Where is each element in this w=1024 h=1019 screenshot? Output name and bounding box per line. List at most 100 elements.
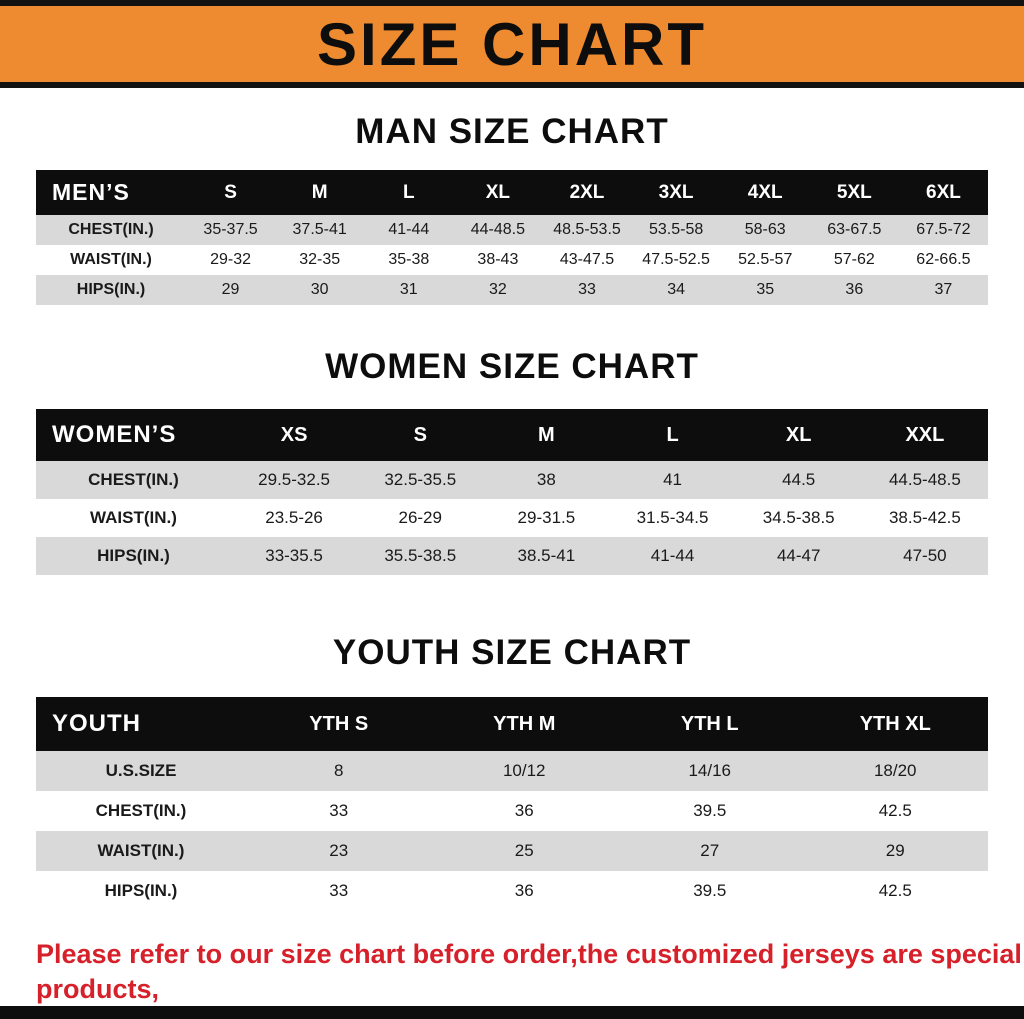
size-value: 33	[578, 281, 596, 298]
size-value: 35.5-38.5	[384, 546, 457, 565]
table-group-label: YOUTH	[36, 697, 246, 751]
column-header: 5XL	[809, 170, 899, 215]
row-label: CHEST(IN.)	[68, 221, 154, 238]
size-value: 62-66.5	[916, 251, 971, 268]
row-label: WAIST(IN.)	[97, 841, 185, 860]
size-value: 37.5-41	[292, 221, 347, 238]
size-value: 36	[514, 801, 534, 820]
column-header: L	[609, 409, 736, 461]
size-value: 29.5-32.5	[258, 470, 330, 489]
size-value: 44-47	[776, 546, 821, 565]
table-row: CHEST(IN.) 29.5-32.5 32.5-35.5 38 41 44.5 44.5…	[36, 461, 988, 499]
size-value: 47-50	[903, 546, 947, 565]
size-value: 32	[488, 281, 507, 298]
column-header: 2XL	[542, 170, 632, 215]
column-header: 3XL	[631, 170, 721, 215]
size-value: 23	[329, 841, 349, 860]
size-value: 38.5-42.5	[888, 508, 961, 527]
size-value: 32-35	[299, 251, 341, 268]
table-row: HIPS(IN.) 29 30 31 32 33 34 35 36 37	[36, 275, 988, 305]
size-value: 58-63	[744, 221, 786, 238]
column-header: XXL	[861, 409, 988, 461]
size-value: 31	[399, 281, 418, 298]
size-value: 36	[845, 281, 864, 298]
notice-line-1: Please refer to our size chart before or…	[36, 939, 1022, 1005]
table-row: WAIST(IN.) 23.5-26 26-29 29-31.5 31.5-34.5 34…	[36, 499, 988, 537]
row-label: HIPS(IN.)	[97, 546, 170, 565]
size-value: 18/20	[873, 761, 917, 780]
size-value: 38	[536, 470, 556, 489]
size-value: 37	[934, 281, 953, 298]
table-row: WAIST(IN.) 29-32 32-35 35-38 38-43 43-47.5 47.…	[36, 245, 988, 275]
size-value: 67.5-72	[916, 221, 971, 238]
youth-size-table: YOUTH YTH S YTH M YTH L YTH XL U.S.SIZE 8 10/12…	[36, 697, 988, 911]
page-title: SIZE CHART	[317, 10, 707, 78]
size-value: 34	[667, 281, 685, 298]
column-header: YTH M	[431, 697, 617, 751]
womens-size-table: WOMEN’S XS S M L XL XXL CHEST(IN.) 29.5-32.5 32.5…	[36, 409, 988, 575]
row-label: HIPS(IN.)	[76, 281, 146, 298]
size-value: 57-62	[833, 251, 875, 268]
row-label: WAIST(IN.)	[90, 508, 177, 527]
column-header: XL	[453, 170, 543, 215]
size-value: 44-48.5	[470, 221, 526, 238]
youth-size-heading: YOUTH SIZE CHART	[332, 633, 692, 672]
youth-size-section: YOUTH SIZE CHART YOUTH YTH S YTH M YTH L YTH…	[0, 633, 1024, 911]
size-value: 38.5-41	[517, 546, 576, 565]
size-value: 30	[310, 281, 329, 298]
women-size-heading: WOMEN SIZE CHART	[325, 347, 699, 386]
size-value: 32.5-35.5	[384, 470, 457, 489]
table-group-label: WOMEN’S	[36, 409, 231, 461]
size-value: 33	[329, 801, 349, 820]
row-label: CHEST(IN.)	[95, 801, 187, 820]
size-value: 63-67.5	[827, 221, 882, 238]
column-header: 4XL	[720, 170, 810, 215]
bottom-bar	[0, 1006, 1024, 1019]
size-value: 29-31.5	[517, 508, 576, 527]
column-header: YTH L	[617, 697, 803, 751]
column-header: L	[364, 170, 454, 215]
size-value: 33	[329, 881, 349, 900]
size-value: 35	[756, 281, 775, 298]
table-row: CHEST(IN.) 33 36 39.5 42.5	[36, 791, 988, 831]
column-header: S	[186, 170, 276, 215]
table-row: HIPS(IN.) 33 36 39.5 42.5	[36, 871, 988, 911]
size-value: 43-47.5	[559, 251, 615, 268]
man-size-heading: MAN SIZE CHART	[355, 112, 669, 151]
mens-size-table: MEN’S S M L XL 2XL 3XL 4XL 5XL 6XL CHEST(IN.) 35-37…	[36, 170, 988, 305]
table-row: U.S.SIZE 8 10/12 14/16 18/20	[36, 751, 988, 791]
size-value: 23.5-26	[265, 508, 323, 527]
column-header: M	[483, 409, 610, 461]
column-header: M	[275, 170, 365, 215]
size-value: 41	[663, 470, 682, 489]
size-value: 31.5-34.5	[636, 508, 709, 527]
table-row: HIPS(IN.) 33-35.5 35.5-38.5 38.5-41 41-44 44-…	[36, 537, 988, 575]
size-value: 35-37.5	[203, 221, 258, 238]
size-value: 27	[700, 841, 720, 860]
column-header: XL	[735, 409, 862, 461]
size-value: 48.5-53.5	[553, 221, 621, 238]
size-value: 29-32	[210, 251, 252, 268]
size-value: 36	[514, 881, 534, 900]
size-value: 41-44	[388, 221, 430, 238]
size-value: 8	[334, 761, 344, 780]
man-size-section: MAN SIZE CHART MEN’S S M L XL 2XL 3XL 4XL 5XL 6XL…	[0, 112, 1024, 305]
size-value: 52.5-57	[738, 251, 793, 268]
size-value: 41-44	[650, 546, 695, 565]
size-value: 38-43	[477, 251, 519, 268]
size-value: 39.5	[693, 881, 727, 900]
size-value: 53.5-58	[648, 221, 704, 238]
size-value: 35-38	[388, 251, 430, 268]
row-label: HIPS(IN.)	[104, 881, 178, 900]
size-value: 25	[514, 841, 534, 860]
row-label: WAIST(IN.)	[70, 251, 152, 268]
size-value: 47.5-52.5	[642, 251, 710, 268]
table-header-row: WOMEN’S XS S M L XL XXL	[36, 409, 988, 461]
women-size-section: WOMEN SIZE CHART WOMEN’S XS S M L XL XXL CHEST(…	[0, 347, 1024, 575]
size-value: 29	[885, 841, 905, 860]
table-row: WAIST(IN.) 23 25 27 29	[36, 831, 988, 871]
size-value: 33-35.5	[265, 546, 323, 565]
row-label: CHEST(IN.)	[88, 470, 179, 489]
column-header: YTH XL	[802, 697, 988, 751]
